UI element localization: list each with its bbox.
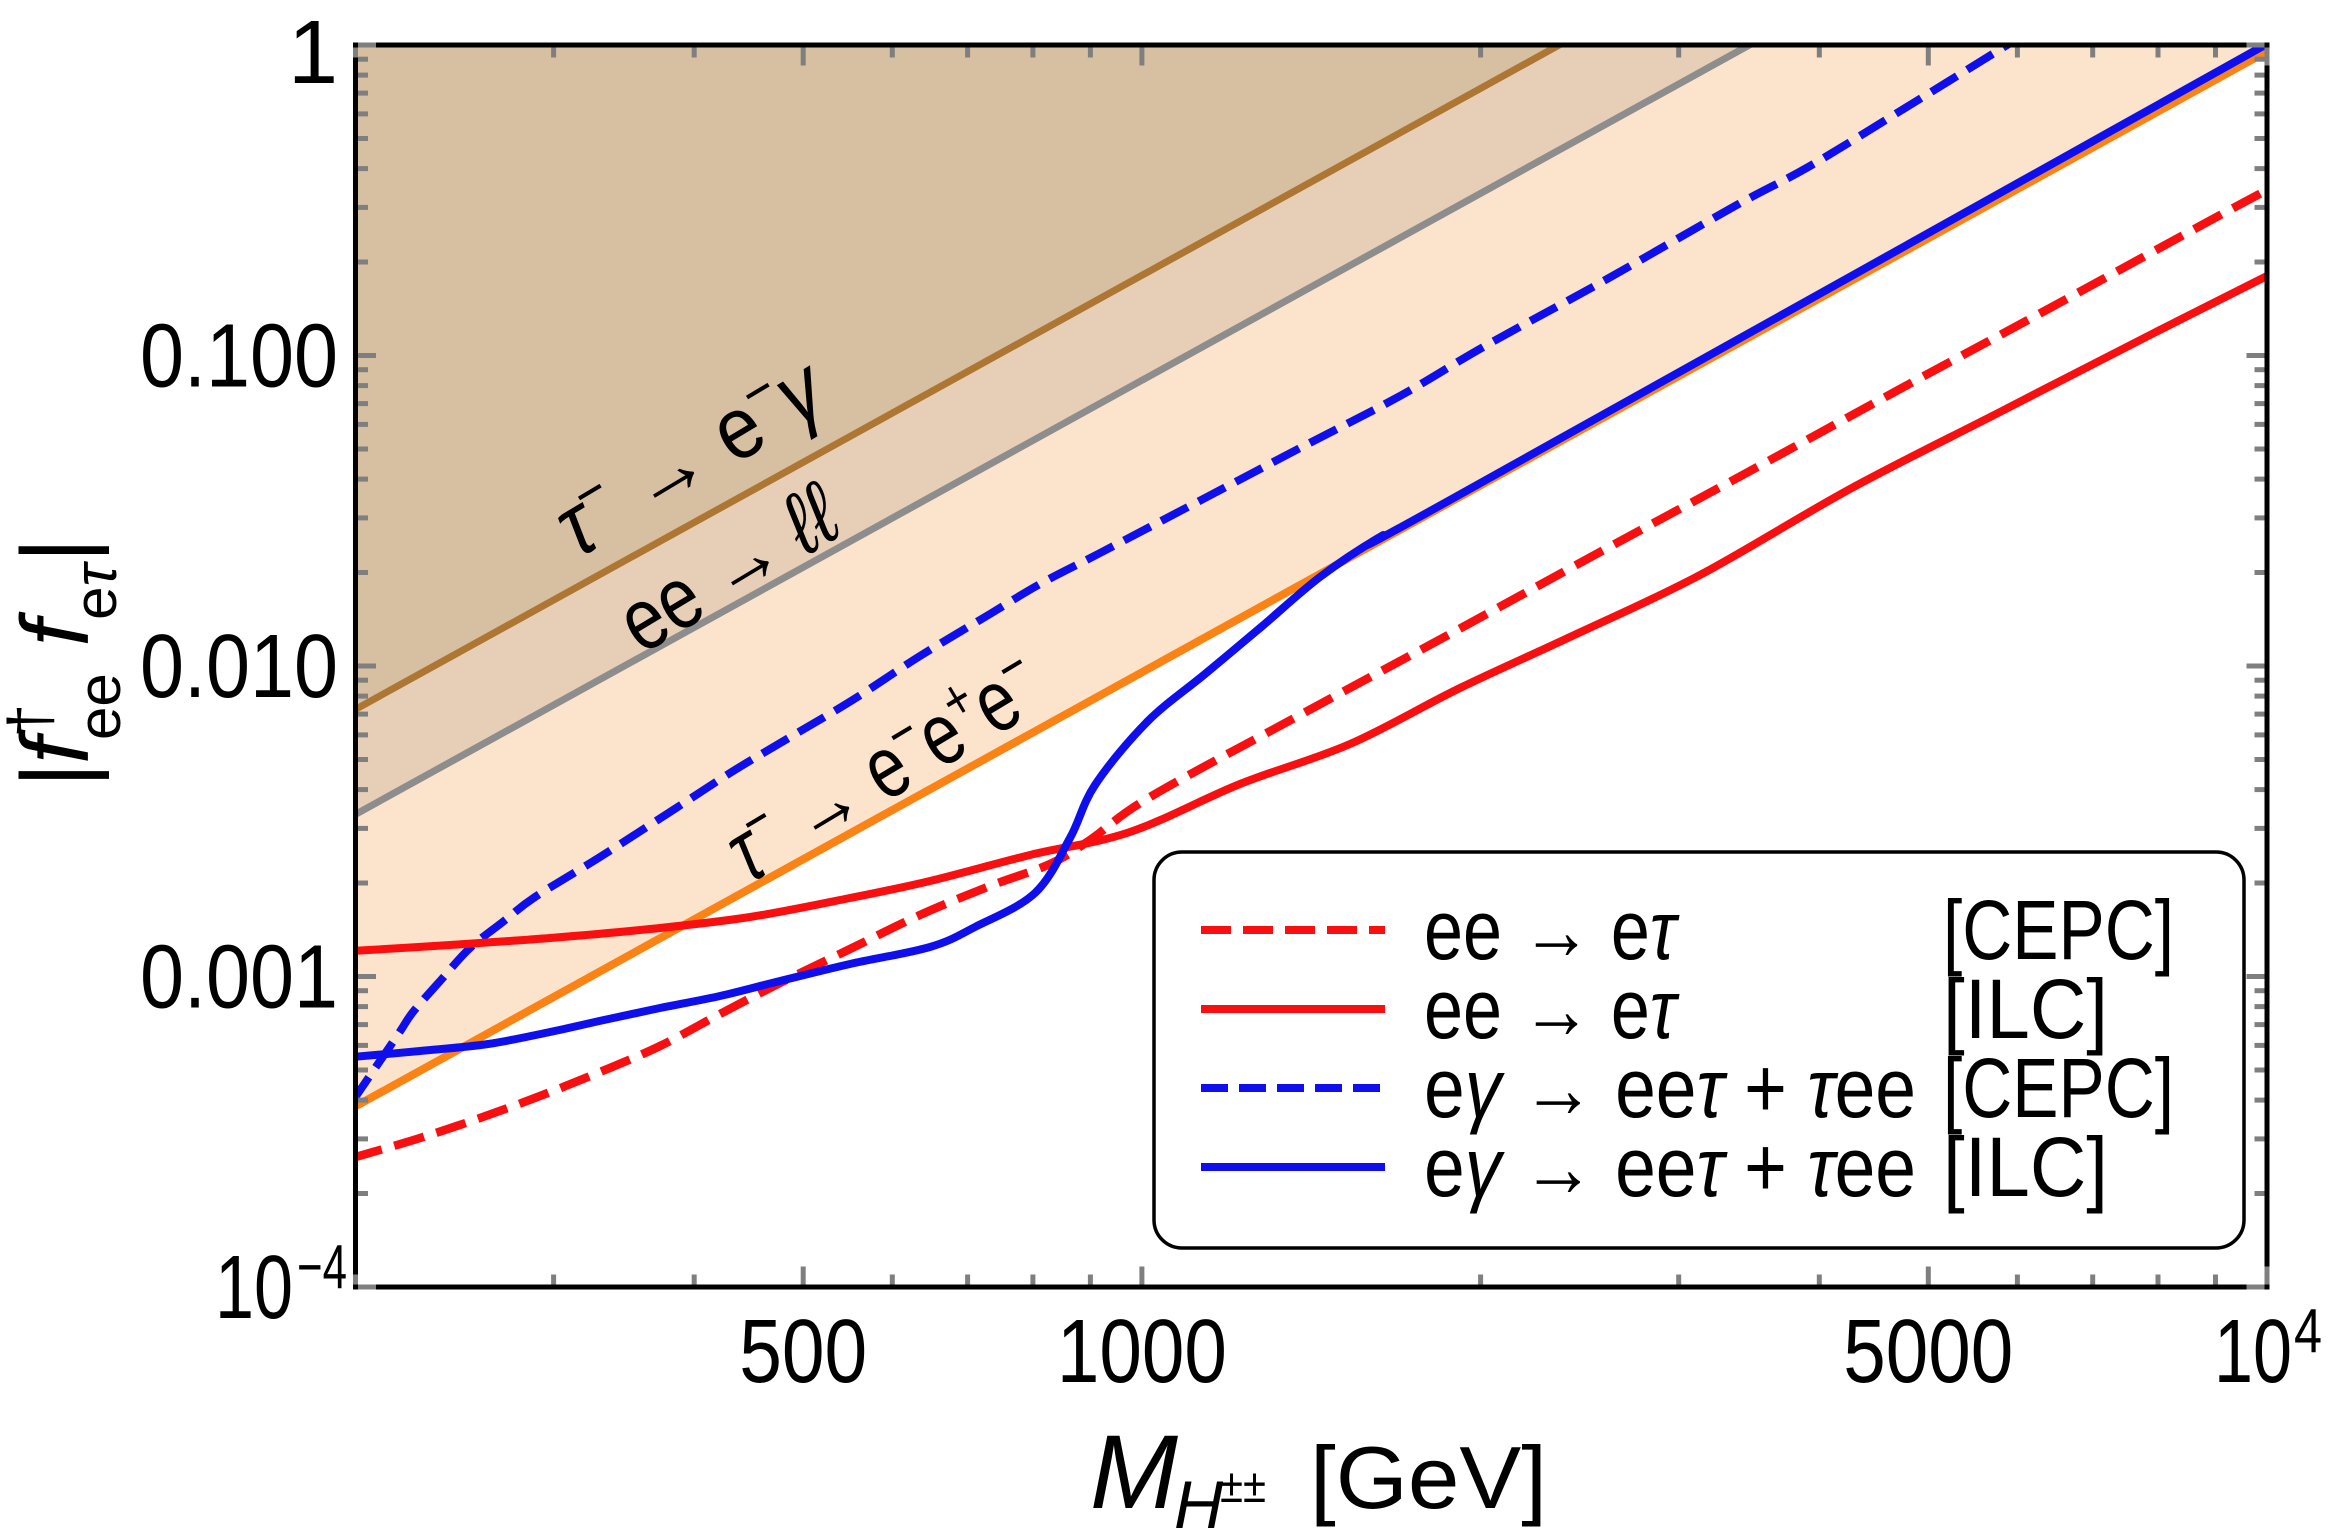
svg-text:500: 500 xyxy=(739,1302,867,1402)
svg-text:ee → eτ: ee → eτ xyxy=(1424,962,1680,1056)
svg-text:[GeV]: [GeV] xyxy=(1310,1428,1547,1527)
svg-text:0.010: 0.010 xyxy=(140,617,338,717)
svg-text:1000: 1000 xyxy=(1057,1302,1227,1402)
svg-text:eγ → eeτ + τee: eγ → eeτ + τee xyxy=(1424,1120,1916,1214)
svg-text:−4: −4 xyxy=(297,1233,347,1302)
svg-text:[CEPC]: [CEPC] xyxy=(1943,1041,2174,1135)
svg-text:[ILC]: [ILC] xyxy=(1943,962,2108,1056)
svg-text:5000: 5000 xyxy=(1843,1302,2013,1402)
svg-text:1: 1 xyxy=(288,3,338,103)
svg-text:0.100: 0.100 xyxy=(140,307,338,407)
svg-text:0.001: 0.001 xyxy=(140,928,338,1028)
svg-text:10: 10 xyxy=(2214,1302,2292,1402)
svg-text:[CEPC]: [CEPC] xyxy=(1943,883,2174,977)
svg-text:10: 10 xyxy=(215,1238,293,1338)
svg-text:±±: ±± xyxy=(1220,1460,1266,1513)
svg-text:4: 4 xyxy=(2294,1297,2322,1366)
svg-text:M: M xyxy=(1090,1414,1179,1531)
svg-text:eγ → eeτ + τee: eγ → eeτ + τee xyxy=(1424,1041,1916,1135)
svg-text:H: H xyxy=(1174,1467,1224,1532)
svg-text:ee → eτ: ee → eτ xyxy=(1424,883,1680,977)
svg-text:[ILC]: [ILC] xyxy=(1943,1120,2108,1214)
